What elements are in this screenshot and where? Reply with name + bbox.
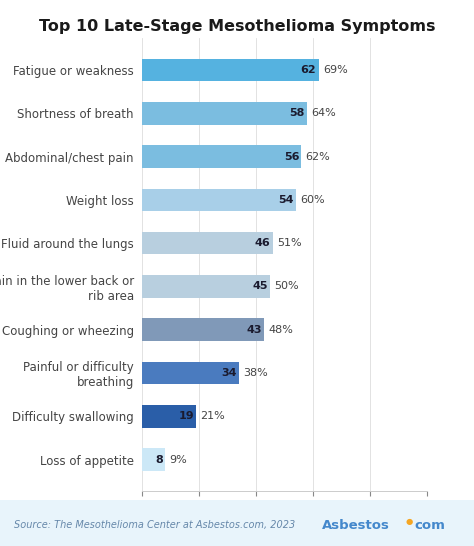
Text: 64%: 64% <box>311 108 336 118</box>
Text: Top 10 Late-Stage Mesothelioma Symptoms: Top 10 Late-Stage Mesothelioma Symptoms <box>39 19 435 34</box>
Text: 50%: 50% <box>274 281 299 292</box>
Bar <box>142 232 273 254</box>
Bar <box>142 405 196 428</box>
Bar <box>142 145 301 168</box>
Text: 62: 62 <box>301 65 316 75</box>
Text: Source: The Mesothelioma Center at Asbestos.com, 2023: Source: The Mesothelioma Center at Asbes… <box>14 520 295 530</box>
Bar <box>142 275 270 298</box>
Text: 19: 19 <box>178 411 194 422</box>
Text: 46: 46 <box>255 238 271 248</box>
Bar <box>142 448 165 471</box>
Text: 45: 45 <box>252 281 268 292</box>
Text: 8: 8 <box>155 455 163 465</box>
Text: 48%: 48% <box>269 325 293 335</box>
Text: 69%: 69% <box>323 65 347 75</box>
Text: 56: 56 <box>283 152 299 162</box>
Text: 58: 58 <box>290 108 305 118</box>
Text: 60%: 60% <box>300 195 325 205</box>
Text: 38%: 38% <box>243 368 268 378</box>
Text: 21%: 21% <box>201 411 225 422</box>
Text: 51%: 51% <box>277 238 302 248</box>
Text: 34: 34 <box>221 368 237 378</box>
Text: ●: ● <box>405 518 412 526</box>
Bar <box>142 102 307 124</box>
Text: 43: 43 <box>246 325 262 335</box>
Bar <box>142 59 319 81</box>
Text: Asbestos: Asbestos <box>322 519 390 532</box>
Bar <box>142 362 239 384</box>
Bar <box>142 318 264 341</box>
Text: com: com <box>415 519 446 532</box>
Text: 62%: 62% <box>306 152 330 162</box>
Text: 9%: 9% <box>169 455 187 465</box>
Bar <box>142 189 296 211</box>
Text: 54: 54 <box>278 195 293 205</box>
